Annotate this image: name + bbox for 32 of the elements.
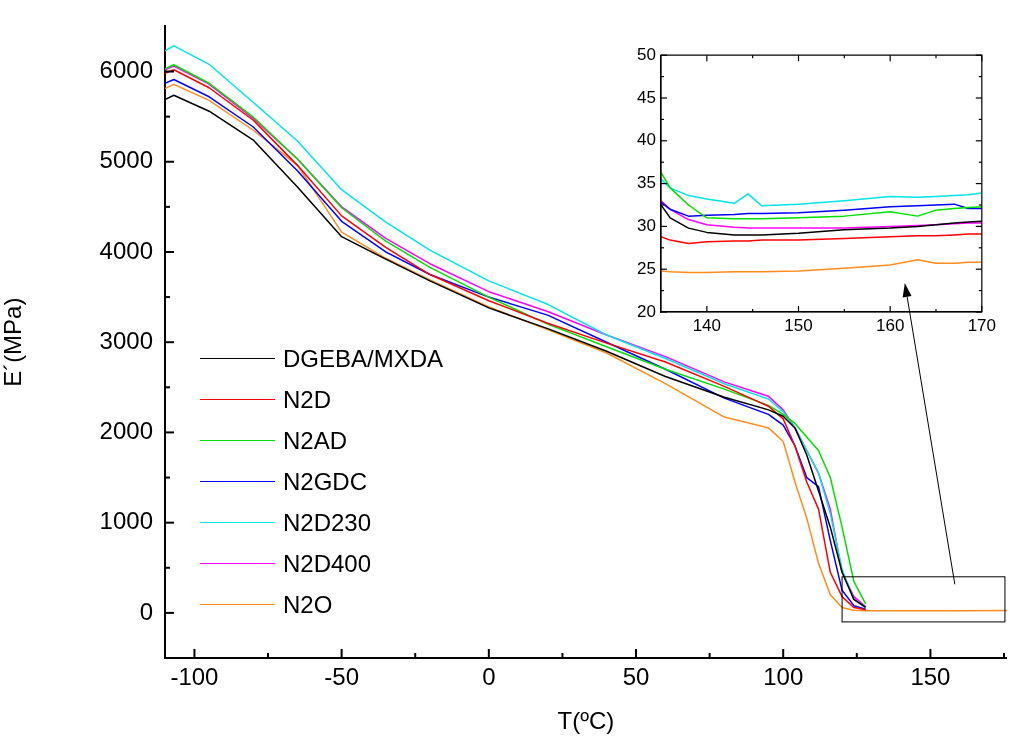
- x-tick-label: 160: [875, 315, 905, 335]
- x-tick-label: 150: [910, 663, 951, 691]
- y-tick-label: 50: [637, 44, 656, 64]
- x-tick-label: 0: [482, 663, 496, 691]
- y-tick-label: 40: [637, 130, 656, 150]
- legend-label: N2D: [283, 385, 332, 414]
- legend-label: N2O: [283, 590, 333, 619]
- y-tick-label: 2000: [99, 417, 153, 445]
- y-tick-label: 0: [139, 597, 153, 625]
- x-tick-label: 150: [784, 315, 813, 335]
- legend-label: DGEBA/MXDA: [283, 344, 444, 373]
- x-tick-label: 100: [763, 663, 804, 691]
- x-tick-label: 170: [967, 315, 997, 335]
- y-tick-label: 6000: [99, 56, 153, 84]
- y-tick-label: 45: [637, 87, 656, 107]
- y-tick-label: 20: [637, 301, 656, 321]
- y-tick-label: 1000: [99, 507, 153, 535]
- legend-label: N2D400: [283, 549, 372, 578]
- legend-label: N2GDC: [283, 467, 368, 496]
- x-axis-title: T(ºC): [557, 707, 615, 735]
- y-tick-label: 35: [637, 173, 656, 193]
- y-tick-label: 4000: [99, 236, 153, 264]
- x-tick-label: 140: [692, 315, 722, 335]
- y-tick-label: 25: [637, 258, 656, 278]
- x-tick-label: -50: [324, 663, 359, 691]
- legend-label: N2D230: [283, 508, 372, 537]
- y-tick-label: 3000: [99, 326, 153, 354]
- y-tick-label: 30: [637, 216, 656, 236]
- y-tick-label: 5000: [99, 146, 153, 174]
- y-axis-title: E´(MPa): [0, 297, 27, 387]
- x-tick-label: -100: [170, 663, 219, 691]
- legend-label: N2AD: [283, 426, 348, 455]
